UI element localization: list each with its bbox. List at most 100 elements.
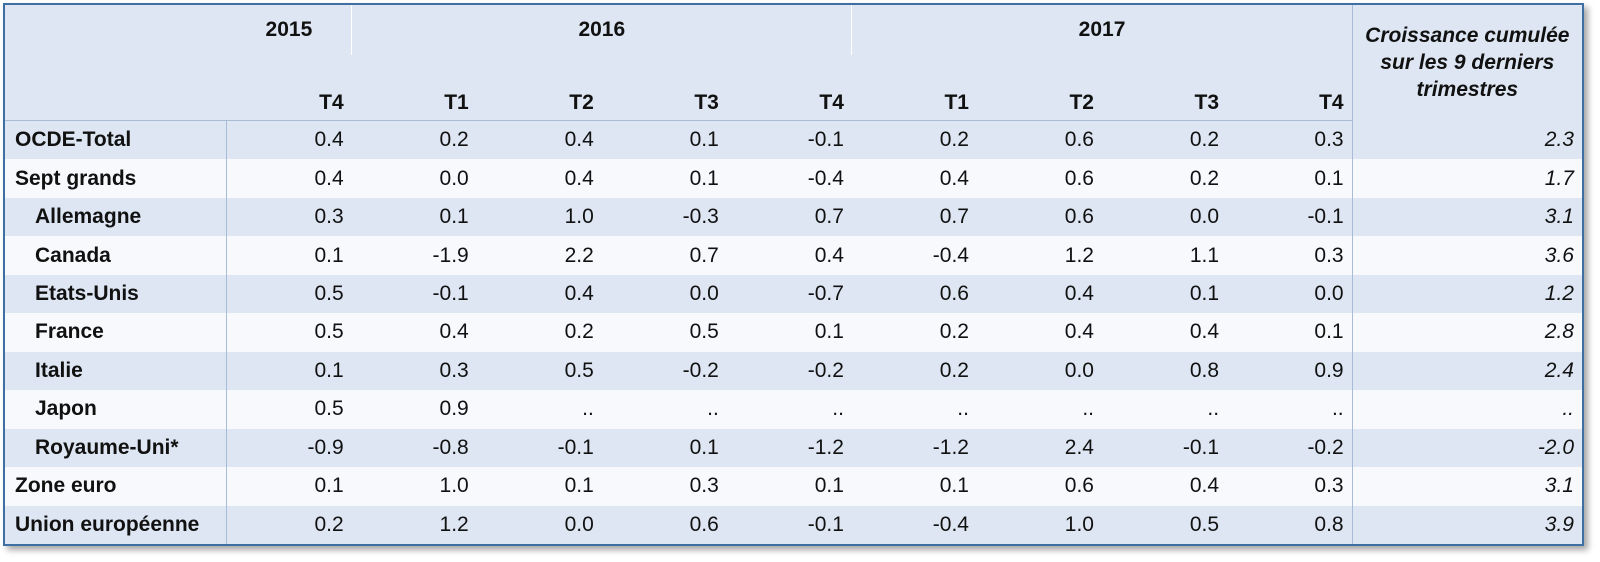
value-cell: -0.2 [601, 351, 727, 391]
value-cell: -0.1 [726, 505, 852, 544]
value-cell: -0.1 [476, 428, 602, 468]
value-cell: .. [1102, 390, 1228, 429]
row-label: OCDE-Total [5, 120, 228, 160]
value-cell: 0.1 [351, 197, 477, 237]
value-cell: 0.3 [351, 351, 477, 391]
value-cell: -0.9 [226, 428, 352, 468]
value-cell: 0.4 [726, 236, 852, 275]
value-cell: 0.4 [476, 274, 602, 314]
value-cell: 0.4 [1102, 313, 1228, 352]
value-cell: .. [476, 390, 602, 429]
value-cell: 0.1 [226, 351, 352, 391]
value-cell: .. [851, 390, 977, 429]
value-cell: 0.4 [851, 159, 977, 198]
value-cell: -0.2 [1227, 428, 1353, 468]
value-cell: -0.4 [726, 159, 852, 198]
quarter-header: T4 [226, 55, 352, 121]
quarter-header: T2 [476, 55, 602, 121]
value-cell: 0.3 [1227, 467, 1353, 506]
value-cell: 0.5 [1102, 505, 1228, 544]
value-cell: 1.2 [976, 236, 1102, 275]
table-row: Japon 0.5 0.9................ [5, 390, 1582, 429]
row-label: Etats-Unis [5, 274, 228, 314]
row-label: Royaume-Uni* [5, 428, 228, 468]
value-cell: 0.0 [1102, 197, 1228, 237]
value-cell: 0.3 [1227, 120, 1353, 160]
year-header-row: 2015 2016 2017 Croissance cumulée sur le… [5, 5, 1582, 121]
value-cell: 0.8 [1227, 505, 1353, 544]
value-cell: -0.7 [726, 274, 852, 314]
value-cell: 0.6 [851, 274, 977, 314]
growth-table: 2015 2016 2017 Croissance cumulée sur le… [5, 5, 1582, 544]
value-cell: 2.2 [476, 236, 602, 275]
value-cell: 0.1 [1227, 159, 1353, 198]
cumulative-cell: 2.8 [1351, 313, 1582, 352]
value-cell: -1.9 [351, 236, 477, 275]
cumulative-cell: 3.6 [1351, 236, 1582, 275]
value-cell: -0.1 [1227, 197, 1353, 237]
value-cell: 0.1 [601, 428, 727, 468]
quarter-header: T3 [601, 55, 727, 121]
value-cell: 0.0 [351, 159, 477, 198]
value-cell: -0.4 [851, 505, 977, 544]
value-cell: 0.6 [976, 197, 1102, 237]
value-cell: 0.3 [226, 197, 352, 237]
table-row: Allemagne 0.3 0.1 1.0 -0.3 0.7 0.7 0.6 0.0 -0.1 3.… [5, 197, 1582, 237]
value-cell: 1.1 [1102, 236, 1228, 275]
value-cell: 0.2 [851, 351, 977, 391]
row-label: Canada [5, 236, 228, 275]
table-row: Canada 0.1 -1.9 2.2 0.7 0.4 -0.4 1.2 1.1 0.3 3.6 [5, 236, 1582, 275]
value-cell: -0.4 [851, 236, 977, 275]
table-body: OCDE-Total 0.4 0.2 0.4 0.1 -0.1 0.2 0.6 0.2 0.3 2.… [5, 120, 1582, 544]
table-row: Royaume-Uni* -0.9 -0.8 -0.1 0.1 -1.2 -1.2 2.4 -0… [5, 428, 1582, 468]
cumulative-cell: 1.7 [1351, 159, 1582, 198]
value-cell: 0.4 [1102, 467, 1228, 506]
value-cell: 0.5 [601, 313, 727, 352]
cumulative-cell: 1.2 [1351, 274, 1582, 314]
value-cell: 0.1 [851, 467, 977, 506]
value-cell: 0.1 [601, 120, 727, 160]
value-cell: -0.2 [726, 351, 852, 391]
value-cell: 0.1 [476, 467, 602, 506]
table-row: Zone euro 0.1 1.0 0.1 0.3 0.1 0.1 0.6 0.4 0.3 3.1 [5, 467, 1582, 506]
cumulative-cell: .. [1351, 390, 1582, 429]
quarter-header: T3 [1102, 55, 1228, 121]
value-cell: 0.6 [976, 467, 1102, 506]
corner-cell [5, 55, 227, 121]
value-cell: 0.2 [1102, 120, 1228, 160]
value-cell: 0.4 [476, 120, 602, 160]
value-cell: 0.4 [476, 159, 602, 198]
value-cell: .. [726, 390, 852, 429]
cumulative-cell: 2.3 [1351, 120, 1582, 160]
value-cell: 0.6 [976, 120, 1102, 160]
table-row: OCDE-Total 0.4 0.2 0.4 0.1 -0.1 0.2 0.6 0.2 0.3 2.… [5, 120, 1582, 160]
value-cell: 0.3 [601, 467, 727, 506]
value-cell: 0.6 [976, 159, 1102, 198]
value-cell: 0.4 [351, 313, 477, 352]
value-cell: -0.1 [1102, 428, 1228, 468]
value-cell: 0.1 [226, 236, 352, 275]
value-cell: 0.6 [601, 505, 727, 544]
value-cell: 0.7 [726, 197, 852, 237]
value-cell: 1.0 [476, 197, 602, 237]
value-cell: -1.2 [851, 428, 977, 468]
row-label: Japon [5, 390, 228, 429]
value-cell: 0.1 [726, 313, 852, 352]
quarter-header-row: T4 T1 T2 T3 T4 T1 T2 T3 T4 [5, 55, 1582, 121]
cumulative-cell: 2.4 [1351, 351, 1582, 391]
year-header-2016: 2016 [351, 5, 852, 55]
row-label: Zone euro [5, 467, 228, 506]
value-cell: 0.0 [476, 505, 602, 544]
quarter-header: T4 [726, 55, 852, 121]
value-cell: 0.5 [476, 351, 602, 391]
value-cell: .. [976, 390, 1102, 429]
quarter-header: T2 [976, 55, 1102, 121]
row-label: Sept grands [5, 159, 228, 198]
value-cell: .. [1227, 390, 1353, 429]
value-cell: 0.0 [601, 274, 727, 314]
table-row: France 0.5 0.4 0.2 0.5 0.1 0.2 0.4 0.4 0.1 2.8 [5, 313, 1582, 352]
table-row: Etats-Unis 0.5 -0.1 0.4 0.0 -0.7 0.6 0.4 0.1 0.0 1… [5, 274, 1582, 314]
value-cell: 0.4 [976, 274, 1102, 314]
value-cell: 0.2 [851, 120, 977, 160]
value-cell: -0.3 [601, 197, 727, 237]
